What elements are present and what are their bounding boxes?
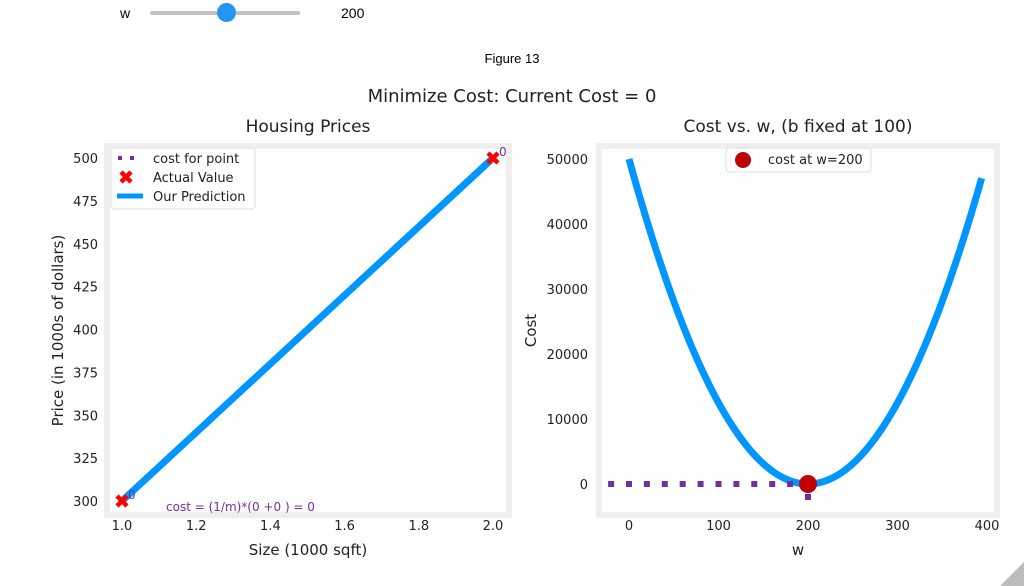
point-cost-label: 0 xyxy=(128,488,136,502)
cost-point-marker xyxy=(608,481,615,487)
actual-value-marker xyxy=(115,494,129,508)
y-tick-label: 475 xyxy=(73,195,98,210)
prediction-line xyxy=(119,155,496,504)
cost-point-marker xyxy=(787,481,794,487)
legend-label: cost at w=200 xyxy=(768,153,863,168)
cost-point-marker xyxy=(643,481,650,487)
y-tick-label: 450 xyxy=(73,238,98,253)
cost-point-marker xyxy=(626,481,632,487)
y-axis-label: Price (in 1000s of dollars) xyxy=(49,235,67,427)
x-tick-label: 1.6 xyxy=(334,519,355,534)
y-tick-label: 40000 xyxy=(547,218,588,233)
legend-label: cost for point xyxy=(153,152,239,167)
x-tick-label: 1.2 xyxy=(186,519,207,534)
y-tick-label: 500 xyxy=(73,152,98,167)
right-chart-title: Cost vs. w, (b fixed at 100) xyxy=(684,117,913,137)
cost-annotation: cost = (1/m)*(0 +0 ) = 0 xyxy=(166,500,315,514)
legend-label: Actual Value xyxy=(153,171,234,186)
x-tick-label: 200 xyxy=(796,519,821,534)
y-tick-label: 425 xyxy=(73,281,98,296)
actual-value-marker xyxy=(486,151,500,165)
y-tick-label: 400 xyxy=(73,324,98,339)
x-tick-label: 0 xyxy=(625,519,633,534)
y-tick-label: 375 xyxy=(73,366,98,381)
x-tick-label: 300 xyxy=(885,519,910,534)
y-tick-label: 350 xyxy=(73,409,98,424)
figure-title: Figure 13 xyxy=(484,51,540,66)
cost-point-marker xyxy=(769,481,776,487)
legend-actual-marker xyxy=(119,170,133,184)
cost-point-marker xyxy=(751,481,758,487)
legend-cost-marker xyxy=(118,156,122,160)
legend-cost-marker xyxy=(130,156,134,160)
x-tick-label: 400 xyxy=(975,519,1000,534)
y-tick-label: 50000 xyxy=(547,153,588,168)
y-tick-label: 10000 xyxy=(547,413,588,428)
y-tick-label: 0 xyxy=(580,478,588,493)
slider-label: w xyxy=(120,5,131,21)
cost-point-marker xyxy=(715,481,722,487)
cost-point-marker xyxy=(679,481,686,487)
w-slider[interactable]: w 200 xyxy=(0,0,400,28)
legend-label: Our Prediction xyxy=(153,190,246,205)
x-axis-label: w xyxy=(792,541,804,559)
suptitle: Minimize Cost: Current Cost = 0 xyxy=(368,86,657,107)
cost-point-marker xyxy=(733,481,740,487)
cost-point-marker xyxy=(805,494,811,500)
x-axis-label: Size (1000 sqft) xyxy=(249,541,367,559)
cost-point-marker xyxy=(697,481,704,487)
x-tick-label: 1.0 xyxy=(112,519,133,534)
x-tick-label: 100 xyxy=(706,519,731,534)
legend-box xyxy=(725,147,872,173)
legend-box xyxy=(110,147,256,210)
x-tick-label: 1.4 xyxy=(260,519,281,534)
y-tick-label: 30000 xyxy=(547,283,588,298)
cost-point-marker xyxy=(661,481,668,487)
point-cost-label: 0 xyxy=(499,145,507,159)
resize-handle[interactable] xyxy=(1000,562,1024,586)
right-axes-frame xyxy=(596,143,1000,518)
slider-thumb[interactable] xyxy=(217,3,236,22)
left-chart-title: Housing Prices xyxy=(246,117,371,137)
current-cost-marker xyxy=(799,475,817,493)
slider-value: 200 xyxy=(341,5,365,21)
legend-current-marker xyxy=(735,152,751,168)
y-tick-label: 20000 xyxy=(547,348,588,363)
y-tick-label: 325 xyxy=(73,452,98,467)
y-tick-label: 300 xyxy=(73,495,98,510)
y-axis-label: Cost xyxy=(522,314,540,347)
x-tick-label: 1.8 xyxy=(408,519,429,534)
x-tick-label: 2.0 xyxy=(483,519,504,534)
